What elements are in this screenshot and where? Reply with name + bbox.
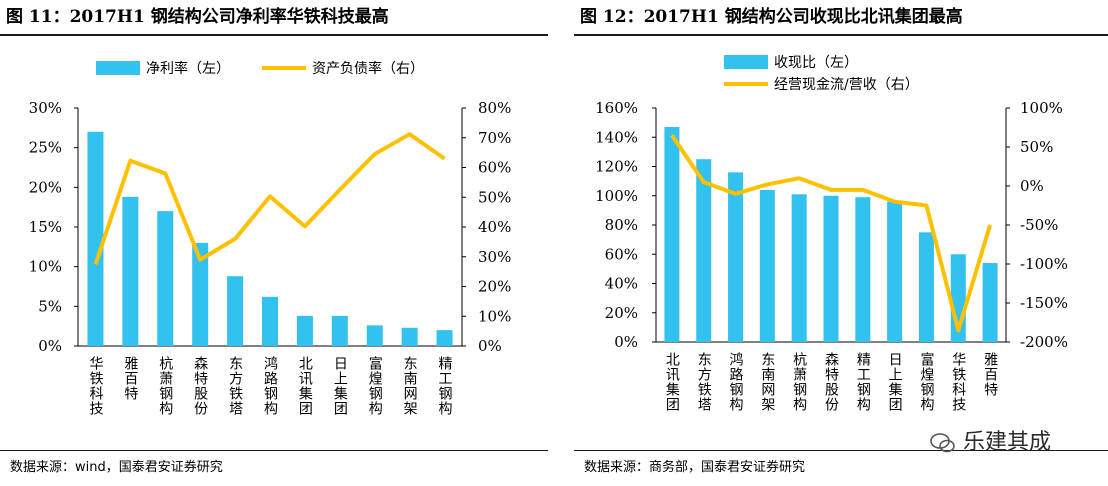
bar <box>192 242 209 346</box>
y-tick-label-left: 100% <box>595 187 638 205</box>
y-tick-label-right: -50% <box>1020 216 1058 234</box>
chart-title: 图 12：2017H1 钢结构公司收现比北讯集团最高 <box>580 7 963 27</box>
bar <box>728 172 744 342</box>
bar <box>887 201 903 342</box>
bar <box>331 315 348 346</box>
y-tick-label-left: 80% <box>605 216 638 234</box>
x-tick-label: 雅百特 <box>982 352 998 397</box>
y-tick-label-right: 20% <box>478 278 511 296</box>
x-tick-label: 森特股份 <box>192 356 208 416</box>
x-tick-label: 精工钢构 <box>855 352 871 412</box>
y-tick-label-left: 15% <box>29 218 62 236</box>
y-tick-label-right: 50% <box>478 188 511 206</box>
y-tick-label-left: 60% <box>605 245 638 263</box>
watermark: 乐建其成 <box>930 424 1051 456</box>
x-tick-label: 杭萧钢构 <box>791 352 807 412</box>
x-tick-label: 华铁科技 <box>950 352 966 412</box>
x-tick-label: 北讯集团 <box>664 352 680 412</box>
series-line <box>670 134 993 333</box>
y-tick-label-right: -150% <box>1020 294 1068 312</box>
y-tick-label-right: 60% <box>478 159 511 177</box>
y-tick-label-left: 20% <box>605 304 638 322</box>
x-tick-label: 杭萧钢构 <box>157 356 173 416</box>
chart-11: 0% 5% 10% 15% 20% 25% 30% 0% 10% 20% 30% 40% 50% 60% 7… <box>29 60 512 416</box>
x-tick-label: 日上集团 <box>332 356 348 416</box>
bar <box>436 330 453 346</box>
bar <box>696 159 712 342</box>
bar <box>227 276 244 346</box>
y-tick-label-left: 120% <box>595 158 638 176</box>
bar <box>855 197 871 342</box>
chart-source: 数据来源：商务部，国泰君安证券研究 <box>584 460 806 475</box>
x-tick-label: 北讯集团 <box>297 356 313 416</box>
bar <box>918 232 934 342</box>
title-divider <box>574 34 1108 36</box>
legend-label: 资产负债率（右） <box>312 60 424 77</box>
bar <box>664 127 680 342</box>
legend-swatch-bar <box>96 61 140 75</box>
chart-panel-12: 图 12：2017H1 钢结构公司收现比北讯集团最高 0% 20% 40% 60% 80… <box>574 0 1108 486</box>
wechat-icon <box>930 433 955 453</box>
x-tick-label: 东南网架 <box>759 352 775 412</box>
watermark-text: 乐建其成 <box>963 430 1052 455</box>
bar <box>823 195 839 342</box>
x-tick-label: 富煌钢构 <box>367 355 383 416</box>
y-tick-label-left: 10% <box>29 258 62 276</box>
bar <box>122 196 139 346</box>
y-tick-label-right: -100% <box>1020 255 1068 273</box>
y-tick-label-right: 70% <box>478 129 511 147</box>
y-tick-label-right: 0% <box>478 337 502 355</box>
y-tick-label-right: 50% <box>1020 138 1053 156</box>
y-tick-label-right: 30% <box>478 248 511 266</box>
x-tick-label: 华铁科技 <box>87 356 103 416</box>
series-line <box>93 132 446 265</box>
x-tick-label: 东南网架 <box>402 356 418 416</box>
y-tick-label-left: 25% <box>29 139 62 157</box>
y-tick-label-right: 40% <box>478 218 511 236</box>
bar <box>759 189 775 342</box>
x-tick-label: 鸿路钢构 <box>262 355 278 416</box>
bar <box>87 131 104 346</box>
y-tick-label-right: -200% <box>1020 333 1068 351</box>
bar <box>366 325 383 346</box>
chart-12: 0% 20% 40% 60% 80% 100% 120% 140% 160% -200% -150%… <box>595 55 1068 412</box>
source-divider <box>574 450 1108 451</box>
y-tick-label-right: 100% <box>1020 99 1063 117</box>
x-tick-label: 鸿路钢构 <box>728 351 744 412</box>
x-tick-label: 东方铁塔 <box>696 352 712 412</box>
y-tick-label-left: 30% <box>29 99 62 117</box>
y-tick-label-right: 0% <box>1020 177 1044 195</box>
bar <box>296 315 313 346</box>
y-tick-label-right: 80% <box>478 99 511 117</box>
chart-panel-11: 图 11：2017H1 钢结构公司净利率华铁科技最高 0% 5% 10% 15% 20%… <box>0 0 548 486</box>
y-tick-label-left: 0% <box>38 337 62 355</box>
legend-label: 收现比（左） <box>774 55 858 71</box>
y-tick-label-left: 160% <box>595 99 638 117</box>
source-divider <box>0 450 548 451</box>
y-tick-label-left: 20% <box>29 178 62 196</box>
x-tick-label: 富煌钢构 <box>918 351 934 412</box>
y-tick-label-left: 40% <box>605 275 638 293</box>
bar <box>401 327 418 346</box>
y-tick-label-left: 0% <box>614 333 638 351</box>
y-tick-label-left: 5% <box>38 297 62 315</box>
x-tick-label: 雅百特 <box>122 356 138 401</box>
legend-swatch-bar <box>724 55 768 69</box>
chart-title: 图 11：2017H1 钢结构公司净利率华铁科技最高 <box>6 7 389 27</box>
bar <box>262 296 278 346</box>
legend-label: 经营现金流/营收（右） <box>774 77 919 93</box>
bar <box>157 211 174 346</box>
legend-label: 净利率（左） <box>146 60 230 77</box>
x-tick-label: 精工钢构 <box>437 356 453 416</box>
bar <box>791 194 807 342</box>
title-divider <box>0 34 548 36</box>
x-tick-label: 日上集团 <box>887 352 903 412</box>
x-tick-label: 东方铁塔 <box>227 356 243 416</box>
y-tick-label-right: 10% <box>478 307 511 325</box>
chart-source: 数据来源：wind，国泰君安证券研究 <box>10 460 223 475</box>
x-tick-label: 森特股份 <box>823 352 839 412</box>
bar <box>982 263 998 342</box>
y-tick-label-left: 140% <box>595 128 638 146</box>
